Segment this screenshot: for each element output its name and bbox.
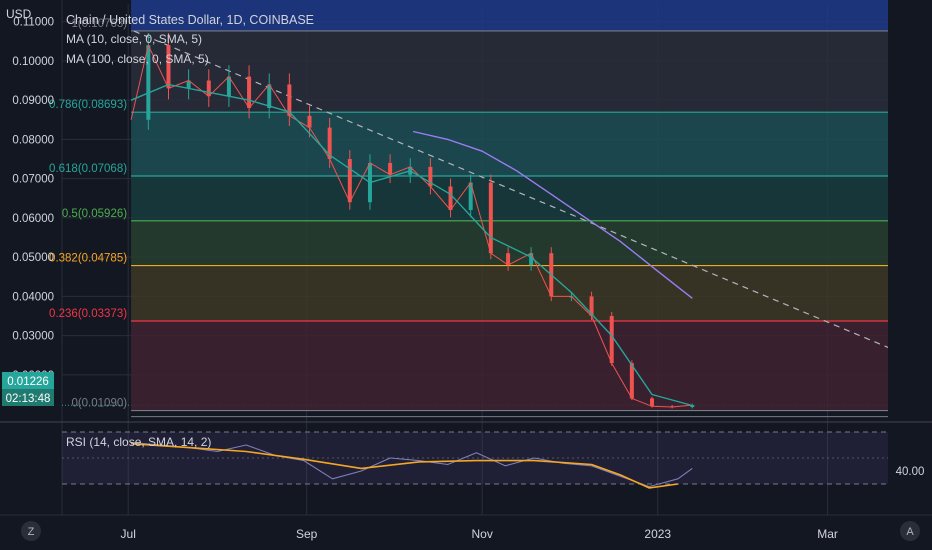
price-tick-label: 0.09000 [12,95,54,107]
candle-body [206,80,211,97]
candle-body [226,76,231,97]
currency-label: USD [6,7,32,21]
candle-body [287,84,292,116]
chart-title: Chain / United States Dollar, 1D, COINBA… [66,13,314,27]
trendline-segment [133,30,889,348]
fib-level-label: 0.382(0.04785) [49,253,127,265]
ma10-line [130,83,693,407]
trendline[interactable] [133,30,889,348]
candle-body [428,166,433,187]
ma100-path [412,130,693,299]
time-tick-label: Nov [472,527,493,541]
candle-body [146,45,151,120]
fib-level-label: 0(0.01090) [71,398,127,410]
price-tick-label: 0.08000 [12,134,54,146]
candle-body [589,296,594,316]
price-tick-label: 0.10000 [12,56,54,68]
indicator-ma100-label[interactable]: MA (100, close, 0, SMA, 5) [66,52,209,66]
candle-body [388,162,393,175]
fib-level-label: 0.5(0.05926) [62,208,127,220]
ma10-path [130,83,693,407]
time-tick-label: 2023 [644,527,671,541]
candle-body [347,159,352,203]
indicator-ma10-label[interactable]: MA (10, close, 0, SMA, 5) [66,32,202,46]
price-tick-label: 0.05000 [12,252,54,264]
rsi-band-fill [62,432,888,484]
timezone-button[interactable]: Z [21,521,41,541]
fib-band [131,265,888,321]
fib-level-label: 0.786(0.08693) [49,99,127,111]
candle-body [448,186,453,211]
bar-countdown: 02:13:48 [6,393,51,405]
fib-band [131,320,888,411]
candle-body [609,316,614,364]
time-axis[interactable]: Jul Sep Nov 2023 Mar [121,527,838,541]
ma100-line [412,130,693,299]
fib-band [131,112,888,176]
candle-body [468,182,473,211]
price-tick-label: 0.03000 [12,331,54,343]
fib-level-label: 0.236(0.03373) [49,308,127,320]
candle-body [690,405,695,408]
last-price: 0.01226 [7,376,49,388]
rsi-path [131,441,693,488]
candle-body [650,398,654,407]
price-tick-label: 0.06000 [12,213,54,225]
price-path [130,44,693,408]
candle-body [529,253,534,265]
rsi-value-badge-bg [892,462,932,480]
candle-body [186,80,191,89]
fib-level-label: 1(0.10763) [71,18,127,30]
candle-body [629,363,634,399]
time-tick-label: Mar [817,527,838,541]
rsi-value-badge: 40.00 [896,466,925,478]
time-tick-label: Jul [121,527,136,541]
time-tick-label: Sep [296,527,318,541]
rsi-pane[interactable] [62,431,888,489]
rsi-label[interactable]: RSI (14, close, SMA, 14, 2) [66,435,211,449]
fib-band-top [131,0,888,31]
price-badge: 0.01226 02:13:48 [2,372,54,406]
price-tick-label: 0.11000 [13,17,54,29]
price-tick-label: 0.07000 [12,174,54,186]
candle-body [247,76,252,108]
price-tick-label: 0.04000 [12,291,54,303]
auto-scale-icon: A [906,526,914,538]
candle-body [327,127,332,160]
fib-level-label: 0.618(0.07068) [49,163,127,175]
candle-body [166,45,171,89]
auto-scale-button[interactable]: A [900,521,920,541]
candle-body [307,115,312,128]
fib-band [131,175,888,221]
candle-body [506,253,511,265]
zoom-icon: Z [28,526,35,538]
rsi-ma-path [131,442,679,489]
candle-body [267,84,272,108]
candle-body [488,182,493,254]
